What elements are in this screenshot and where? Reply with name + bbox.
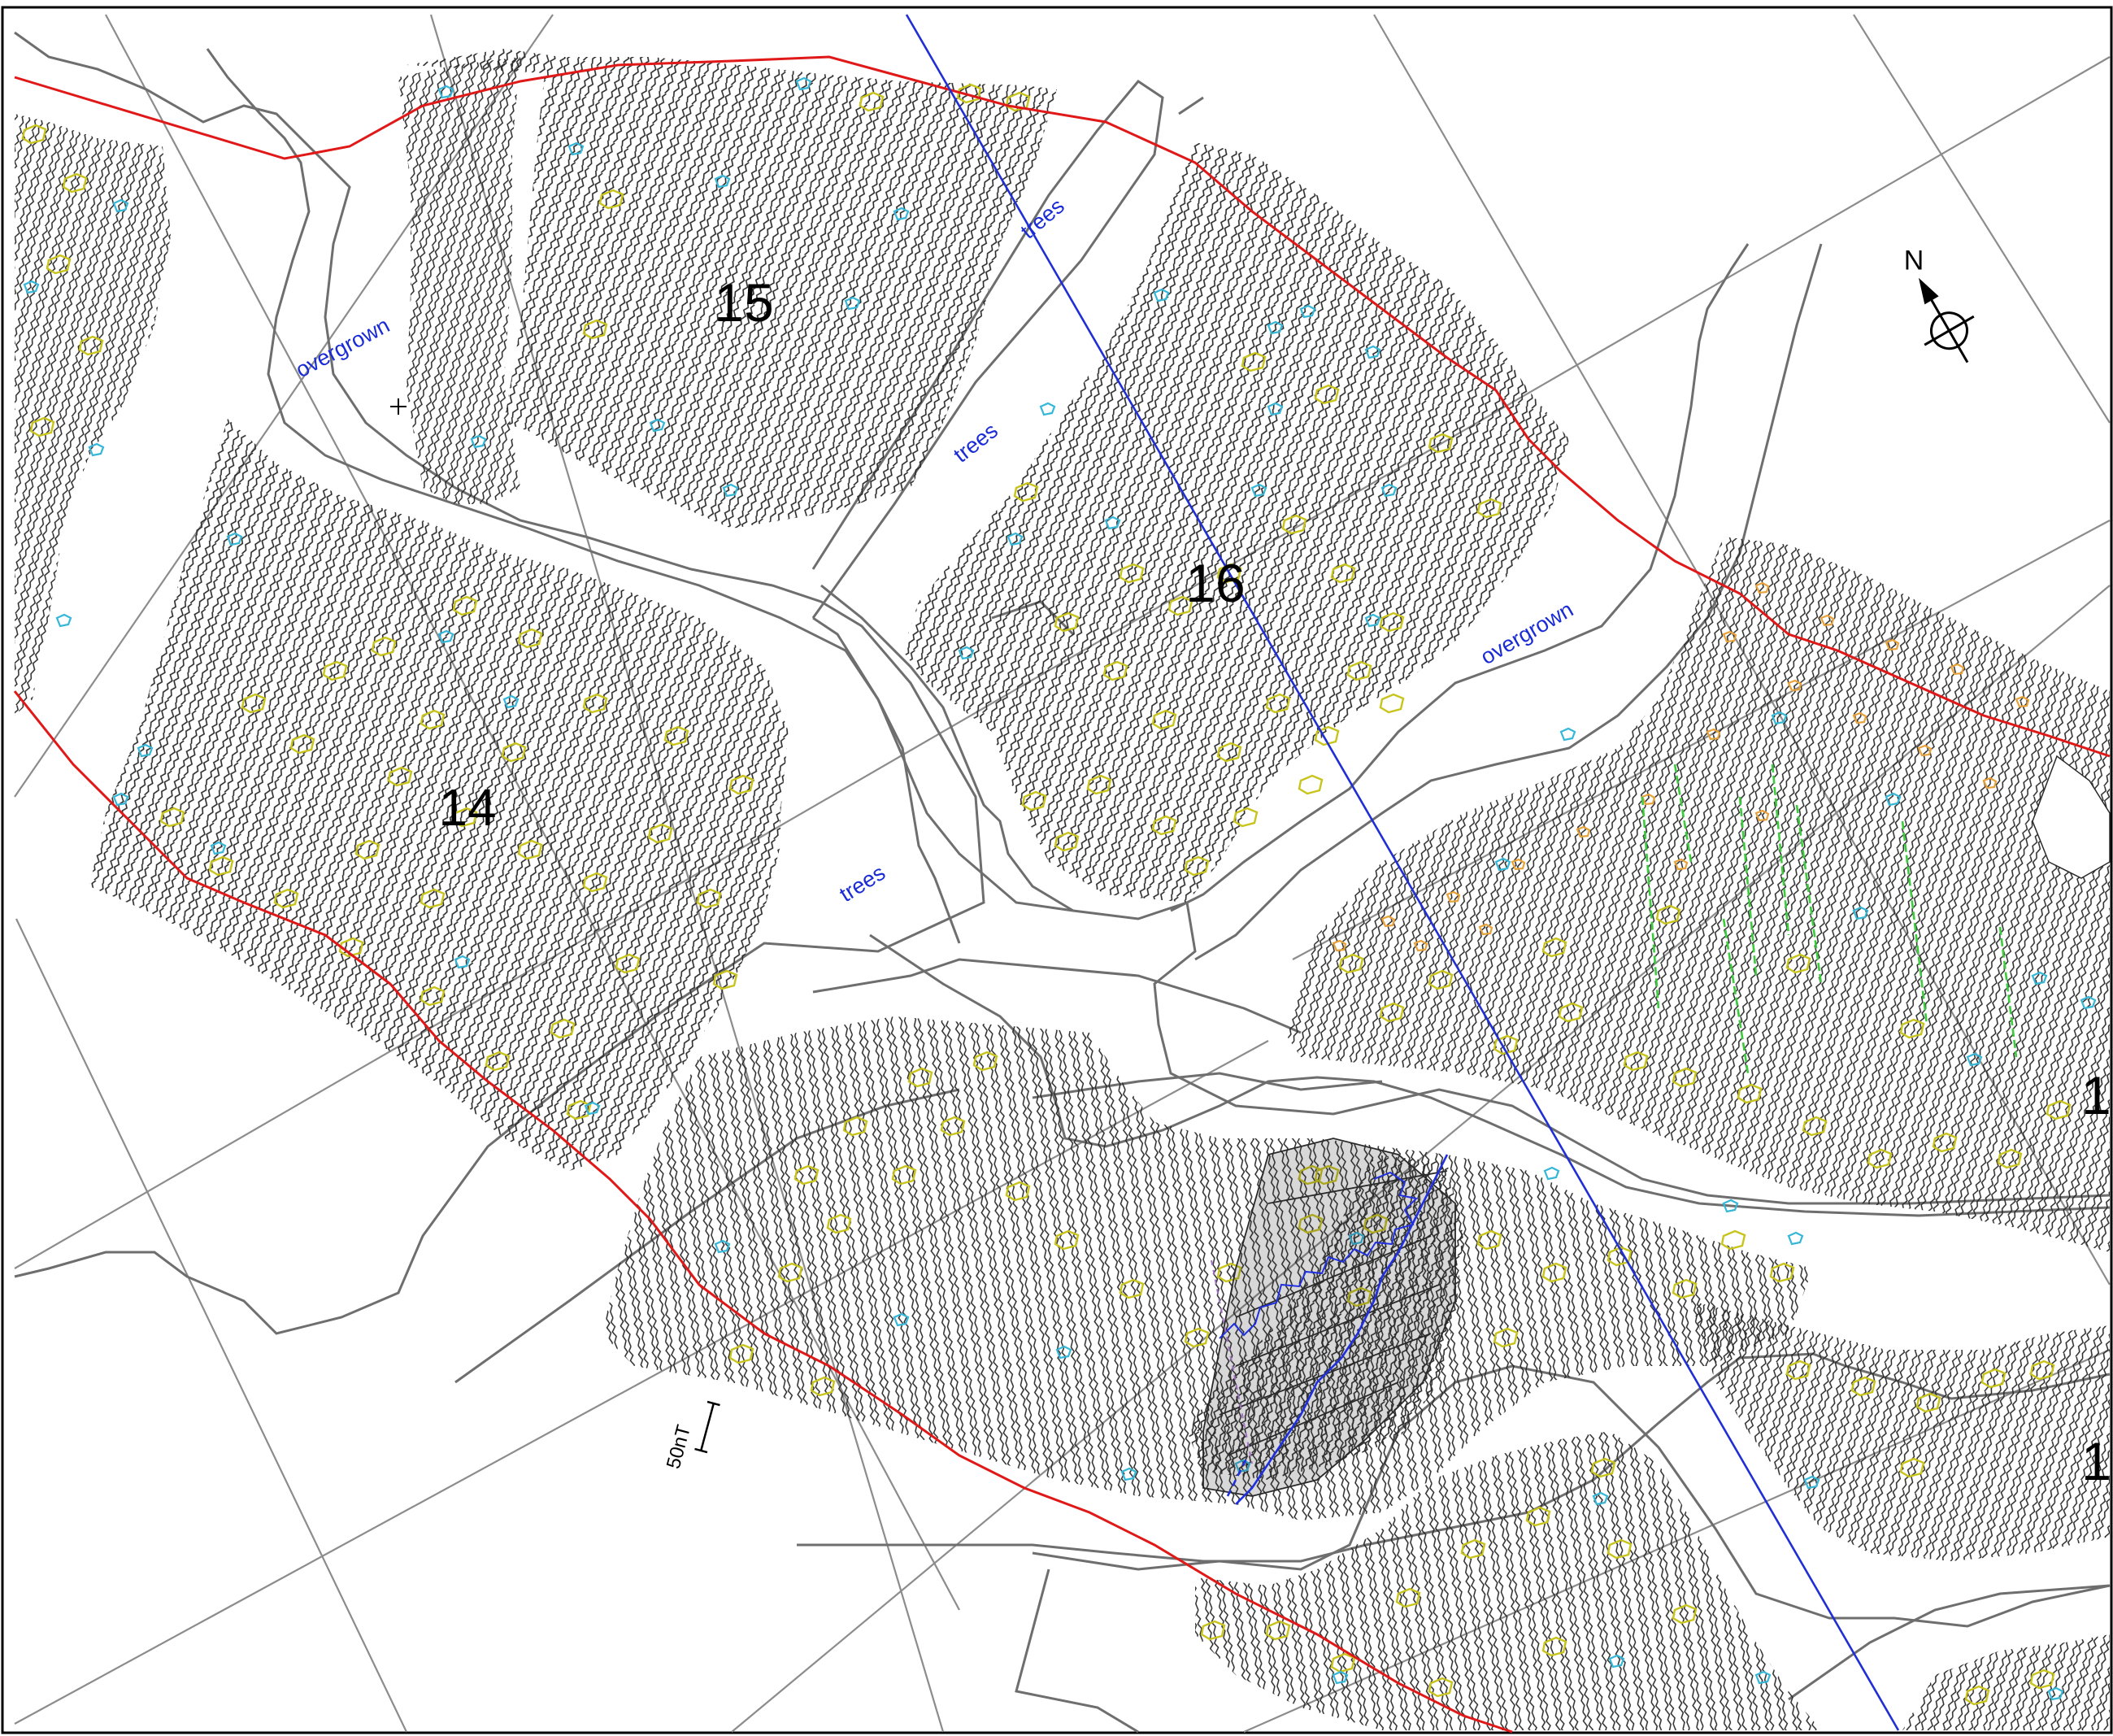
feature-blue-trace	[1219, 1154, 1449, 1505]
survey-area-16	[902, 142, 1569, 903]
north-arrow-label: N	[1904, 245, 1924, 276]
annotation-trees-lower: trees	[835, 860, 889, 907]
scale-bar-label: 50nT	[663, 1422, 695, 1471]
boundary-line	[14, 55, 2111, 758]
boundary-line-lower	[13, 690, 1513, 1734]
annotation-overgrown-left: overgrown	[292, 313, 393, 383]
scale-bar-icon: 50nT	[663, 1400, 720, 1471]
map-frame	[1, 6, 2113, 1734]
linear-features-green	[1641, 764, 2018, 1074]
annotation-trees-middle: trees	[949, 418, 1002, 468]
north-arrow-icon: N	[1904, 245, 1975, 363]
crosshair-icon	[390, 398, 407, 415]
survey-area-15	[398, 49, 1057, 529]
survey-area-left-strip	[15, 114, 171, 716]
area-label-right-lower: 1	[2081, 1431, 2111, 1491]
transect-line	[905, 14, 1900, 1731]
area-label-15: 15	[714, 272, 773, 333]
area-label-right-upper: 1	[2081, 1065, 2111, 1125]
disturbed-zone	[1202, 1138, 1456, 1497]
survey-area-bottom-right	[1902, 1634, 2110, 1730]
area-label-14: 14	[438, 778, 496, 837]
annotation-overgrown-right: overgrown	[1476, 597, 1577, 669]
area-label-16: 16	[1185, 553, 1245, 613]
survey-area-right-upper	[1285, 537, 2111, 1252]
survey-area-14	[89, 419, 789, 1171]
survey-area-right-lower	[1691, 1301, 2110, 1561]
